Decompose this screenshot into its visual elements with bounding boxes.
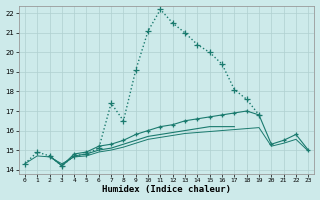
X-axis label: Humidex (Indice chaleur): Humidex (Indice chaleur) [102,185,231,194]
